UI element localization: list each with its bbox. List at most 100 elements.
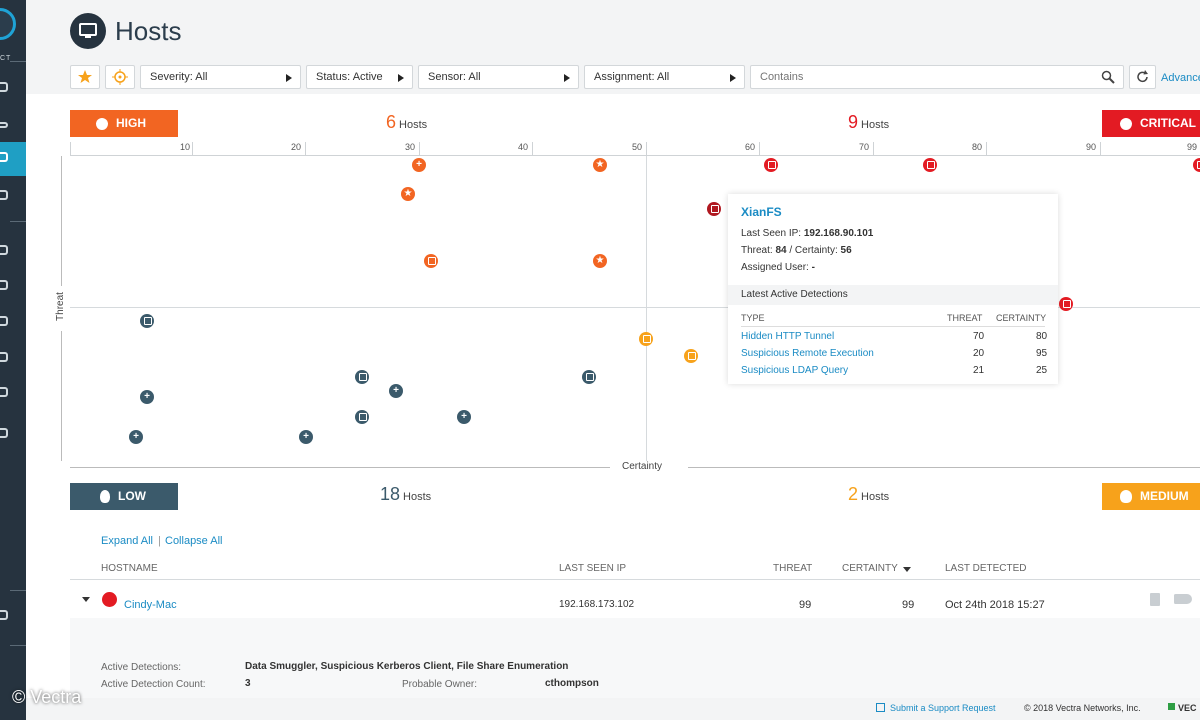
scale-label: 60 xyxy=(745,142,756,152)
threat-axis-line xyxy=(61,156,62,286)
status-value: Status: Active xyxy=(316,71,383,83)
host-point[interactable]: + xyxy=(140,390,154,404)
search-input[interactable] xyxy=(751,66,1071,88)
host-point[interactable] xyxy=(424,254,438,268)
host-point[interactable] xyxy=(355,370,369,384)
footer-copyright: © 2018 Vectra Networks, Inc. xyxy=(1024,703,1141,713)
col-threat[interactable]: THREAT xyxy=(773,563,813,574)
tooltip-detection-threat: 70 xyxy=(973,331,985,342)
sensor-select[interactable]: Sensor: All xyxy=(418,65,579,89)
host-point[interactable] xyxy=(355,410,369,424)
host-point[interactable] xyxy=(764,158,778,172)
monitor-icon xyxy=(70,13,106,49)
expand-all-link[interactable]: Expand All xyxy=(101,535,153,547)
sidebar-triage-icon[interactable] xyxy=(0,352,8,362)
sidebar-hosts-icon[interactable] xyxy=(0,152,8,162)
host-point[interactable]: + xyxy=(129,430,143,444)
host-point[interactable]: ★ xyxy=(593,158,607,172)
scale-label: 50 xyxy=(632,142,643,152)
host-point[interactable]: + xyxy=(457,410,471,424)
expand-row-icon[interactable] xyxy=(82,597,90,602)
col-last-detected[interactable]: LAST DETECTED xyxy=(945,563,1027,574)
sidebar-campaigns-icon[interactable] xyxy=(0,122,8,128)
collapse-all-link[interactable]: Collapse All xyxy=(165,535,223,547)
support-link[interactable]: Submit a Support Request xyxy=(890,703,996,713)
low-quadrant-label[interactable]: LOW xyxy=(70,483,178,510)
favorite-filter-button[interactable] xyxy=(70,65,100,89)
tooltip-detection-certainty: 95 xyxy=(1036,348,1048,359)
scale-tick xyxy=(70,142,71,155)
vectra-brand-icon xyxy=(1168,703,1175,710)
host-point[interactable] xyxy=(140,314,154,328)
sidebar-logo-text: CT xyxy=(0,55,12,62)
host-point[interactable]: + xyxy=(389,384,403,398)
host-point[interactable] xyxy=(684,349,698,363)
detail-detections-label: Active Detections: xyxy=(101,662,182,673)
host-point[interactable] xyxy=(1193,158,1200,172)
detail-detections: Data Smuggler, Suspicious Kerberos Clien… xyxy=(245,661,569,672)
high-quadrant-label[interactable]: HIGH xyxy=(70,110,178,137)
sidebar-detections-icon[interactable] xyxy=(0,190,8,200)
sidebar-advanced-icon[interactable] xyxy=(0,387,8,397)
tooltip-detection-threat: 20 xyxy=(973,348,985,359)
assignment-select[interactable]: Assignment: All xyxy=(584,65,745,89)
host-point[interactable] xyxy=(639,332,653,346)
sidebar-user-icon[interactable] xyxy=(0,610,8,620)
target-filter-button[interactable] xyxy=(105,65,135,89)
table-row[interactable] xyxy=(70,584,1200,616)
col-hostname[interactable]: HOSTNAME xyxy=(101,563,158,574)
scale-tick xyxy=(1100,142,1101,155)
link-separator: | xyxy=(158,535,161,547)
caret-right-icon xyxy=(564,74,570,82)
low-count-value: 18 xyxy=(380,484,401,504)
host-point[interactable] xyxy=(1059,297,1073,311)
host-tooltip: XianFS Last Seen IP: 192.168.90.101 Thre… xyxy=(728,194,1058,384)
flame-icon xyxy=(100,490,110,504)
tooltip-host-name[interactable]: XianFS xyxy=(741,205,782,219)
status-select[interactable]: Status: Active xyxy=(306,65,413,89)
row-detail xyxy=(70,618,1200,698)
advanced-search-link[interactable]: Advanced xyxy=(1161,72,1200,84)
host-point[interactable]: + xyxy=(299,430,313,444)
trash-icon[interactable] xyxy=(1150,593,1160,606)
host-point[interactable]: ★ xyxy=(401,187,415,201)
threat-midline xyxy=(70,307,1200,308)
critical-quadrant-label[interactable]: CRITICAL xyxy=(1102,110,1200,137)
row-hostname[interactable]: Cindy-Mac xyxy=(124,599,177,611)
sidebar-item-hosts[interactable] xyxy=(0,142,26,176)
medium-quadrant-label[interactable]: MEDIUM xyxy=(1102,483,1200,510)
sidebar-dashboard-icon[interactable] xyxy=(0,82,8,92)
severity-select[interactable]: Severity: All xyxy=(140,65,301,89)
sidebar-network-icon[interactable] xyxy=(0,316,8,326)
tag-icon[interactable] xyxy=(1174,594,1192,604)
tooltip-user-value: - xyxy=(811,262,815,273)
tooltip-detection-type[interactable]: Suspicious LDAP Query xyxy=(741,365,849,376)
host-point[interactable] xyxy=(582,370,596,384)
host-point[interactable]: + xyxy=(412,158,426,172)
refresh-button[interactable] xyxy=(1129,65,1156,89)
host-point-xianfs[interactable] xyxy=(707,202,721,216)
host-point[interactable] xyxy=(923,158,937,172)
threat-axis-line xyxy=(61,331,62,461)
tooltip-detection-type[interactable]: Suspicious Remote Execution xyxy=(741,348,874,359)
col-certainty[interactable]: CERTAINTY xyxy=(842,563,898,574)
critical-label-text: CRITICAL xyxy=(1140,116,1196,130)
tooltip-detection-type[interactable]: Hidden HTTP Tunnel xyxy=(741,331,835,342)
sidebar-settings-icon[interactable] xyxy=(0,428,8,438)
col-last-seen-ip[interactable]: LAST SEEN IP xyxy=(559,563,627,574)
sort-desc-icon[interactable] xyxy=(903,567,911,572)
medium-count-unit: Hosts xyxy=(861,491,890,503)
filter-bar: Severity: All Status: Active Sensor: All… xyxy=(26,62,1200,92)
high-count-value: 6 xyxy=(386,112,397,132)
caret-right-icon xyxy=(398,74,404,82)
sidebar-reports-icon[interactable] xyxy=(0,245,8,255)
vectra-logo[interactable] xyxy=(0,8,16,40)
scale-tick xyxy=(759,142,760,155)
fire-icon xyxy=(1120,490,1132,504)
sidebar-search-icon[interactable] xyxy=(0,280,8,290)
row-ip: 192.168.173.102 xyxy=(559,599,635,610)
host-point[interactable]: ★ xyxy=(593,254,607,268)
search-icon[interactable] xyxy=(1101,70,1115,84)
tooltip-user-row: Assigned User: - xyxy=(741,262,815,273)
caret-right-icon xyxy=(286,74,292,82)
